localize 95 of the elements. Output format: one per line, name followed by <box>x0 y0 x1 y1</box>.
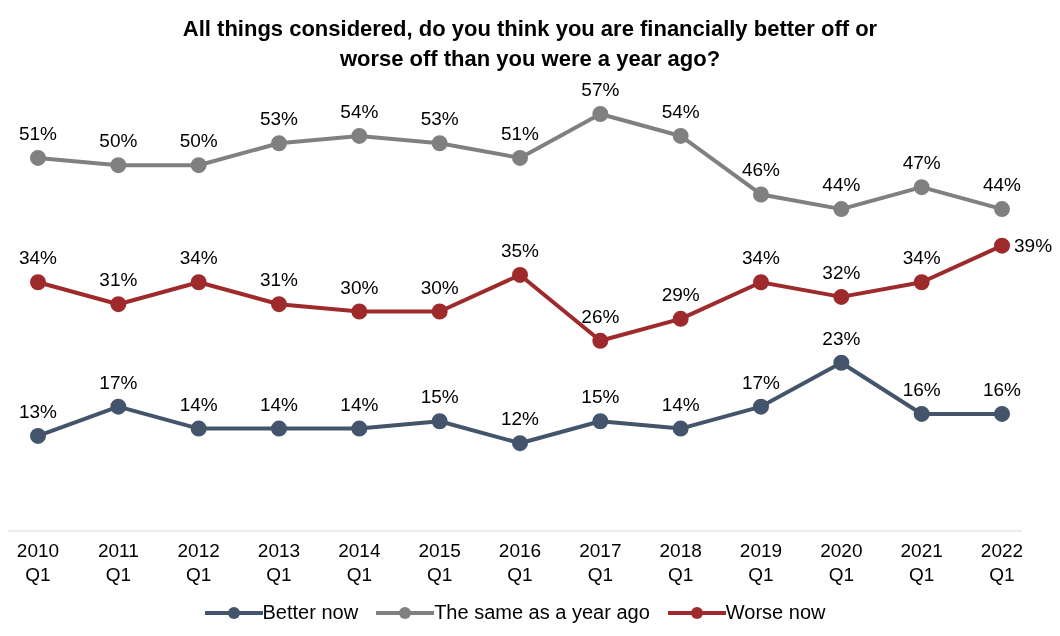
data-label: 34% <box>179 247 218 269</box>
data-label: 57% <box>581 79 620 100</box>
legend-label: The same as a year ago <box>434 601 650 624</box>
x-tick-label: 2013 Q1 <box>257 540 301 585</box>
point <box>833 201 850 218</box>
point <box>110 157 127 174</box>
point <box>30 149 46 166</box>
point <box>30 427 46 444</box>
data-label: 31% <box>99 269 138 291</box>
point <box>913 405 930 422</box>
data-label: 54% <box>661 100 700 122</box>
data-label: 50% <box>99 130 138 152</box>
point <box>110 398 127 415</box>
data-label: 30% <box>420 276 459 298</box>
point <box>512 266 528 283</box>
point <box>994 405 1010 422</box>
data-label: 30% <box>340 276 379 298</box>
point <box>271 135 287 152</box>
data-label: 23% <box>822 327 861 349</box>
x-tick-label: 2021 Q1 <box>900 540 943 585</box>
x-tick-label: 2016 Q1 <box>498 540 542 585</box>
point <box>753 274 769 291</box>
data-label: 31% <box>259 269 299 291</box>
point <box>913 179 930 196</box>
data-label: 17% <box>741 371 781 393</box>
data-label: 14% <box>661 393 700 415</box>
point <box>110 296 127 313</box>
x-tick-label: 2011 Q1 <box>97 540 139 585</box>
x-tick-label: 2015 Q1 <box>418 540 461 585</box>
point <box>592 106 609 122</box>
x-tick-label: 2022 Q1 <box>980 540 1024 585</box>
point <box>351 303 368 320</box>
data-label: 14% <box>340 393 379 415</box>
x-tick-label: 2020 Q1 <box>820 540 863 585</box>
data-label: 32% <box>822 261 861 283</box>
point <box>431 303 448 320</box>
point <box>190 157 207 174</box>
x-tick-label: 2012 Q1 <box>177 540 220 585</box>
x-tick-label: 2019 Q1 <box>739 540 783 585</box>
chart-title: All things considered, do you think you are financially better off or worse off than you were a year ago? <box>181 15 879 73</box>
point <box>431 135 448 152</box>
data-label: 29% <box>661 283 700 305</box>
legend-label: Better now <box>262 601 359 624</box>
data-label: 16% <box>902 378 941 400</box>
data-label: 12% <box>500 408 540 430</box>
data-label: 15% <box>420 386 459 408</box>
data-label: 34% <box>18 247 58 269</box>
data-label: 46% <box>741 159 781 181</box>
point <box>271 296 287 313</box>
point <box>512 149 528 166</box>
data-label: 14% <box>259 393 299 415</box>
point <box>351 127 368 144</box>
x-tick-label: 2014 Q1 <box>338 540 381 585</box>
point <box>431 413 448 430</box>
data-label: 44% <box>822 174 861 196</box>
point <box>672 420 689 437</box>
data-label: 17% <box>99 371 138 393</box>
data-label: 34% <box>902 247 941 269</box>
point <box>753 186 769 203</box>
point <box>271 420 287 437</box>
x-tick-label: 2017 Q1 <box>579 540 622 585</box>
data-label: 53% <box>259 108 299 130</box>
data-label: 15% <box>581 386 620 408</box>
data-label: 54% <box>340 100 379 122</box>
data-label: 34% <box>741 247 781 269</box>
data-label: 53% <box>420 108 459 130</box>
point <box>190 420 207 437</box>
data-label: 35% <box>500 239 540 261</box>
data-label: 44% <box>982 174 1022 196</box>
x-tick-label: 2018 Q1 <box>659 540 702 585</box>
point <box>190 274 207 291</box>
data-label: 26% <box>581 305 620 327</box>
data-label: 13% <box>18 400 58 422</box>
data-label: 51% <box>500 122 540 144</box>
point <box>351 420 368 437</box>
point <box>592 332 609 349</box>
point <box>592 413 609 430</box>
point <box>833 354 850 371</box>
point <box>994 201 1010 218</box>
data-label: 51% <box>18 122 58 144</box>
data-label: 39% <box>1014 234 1053 256</box>
point <box>512 435 528 452</box>
point <box>672 127 689 144</box>
point <box>913 274 930 291</box>
data-label: 14% <box>179 393 218 415</box>
x-tick-label: 2010 Q1 <box>16 540 60 585</box>
point <box>994 237 1010 254</box>
point <box>753 398 769 415</box>
point <box>672 310 689 327</box>
legend-label: Worse now <box>725 601 826 624</box>
data-label: 50% <box>179 130 218 152</box>
data-label: 16% <box>982 378 1022 400</box>
data-label: 47% <box>902 152 941 174</box>
point <box>833 288 850 305</box>
point <box>30 274 46 291</box>
